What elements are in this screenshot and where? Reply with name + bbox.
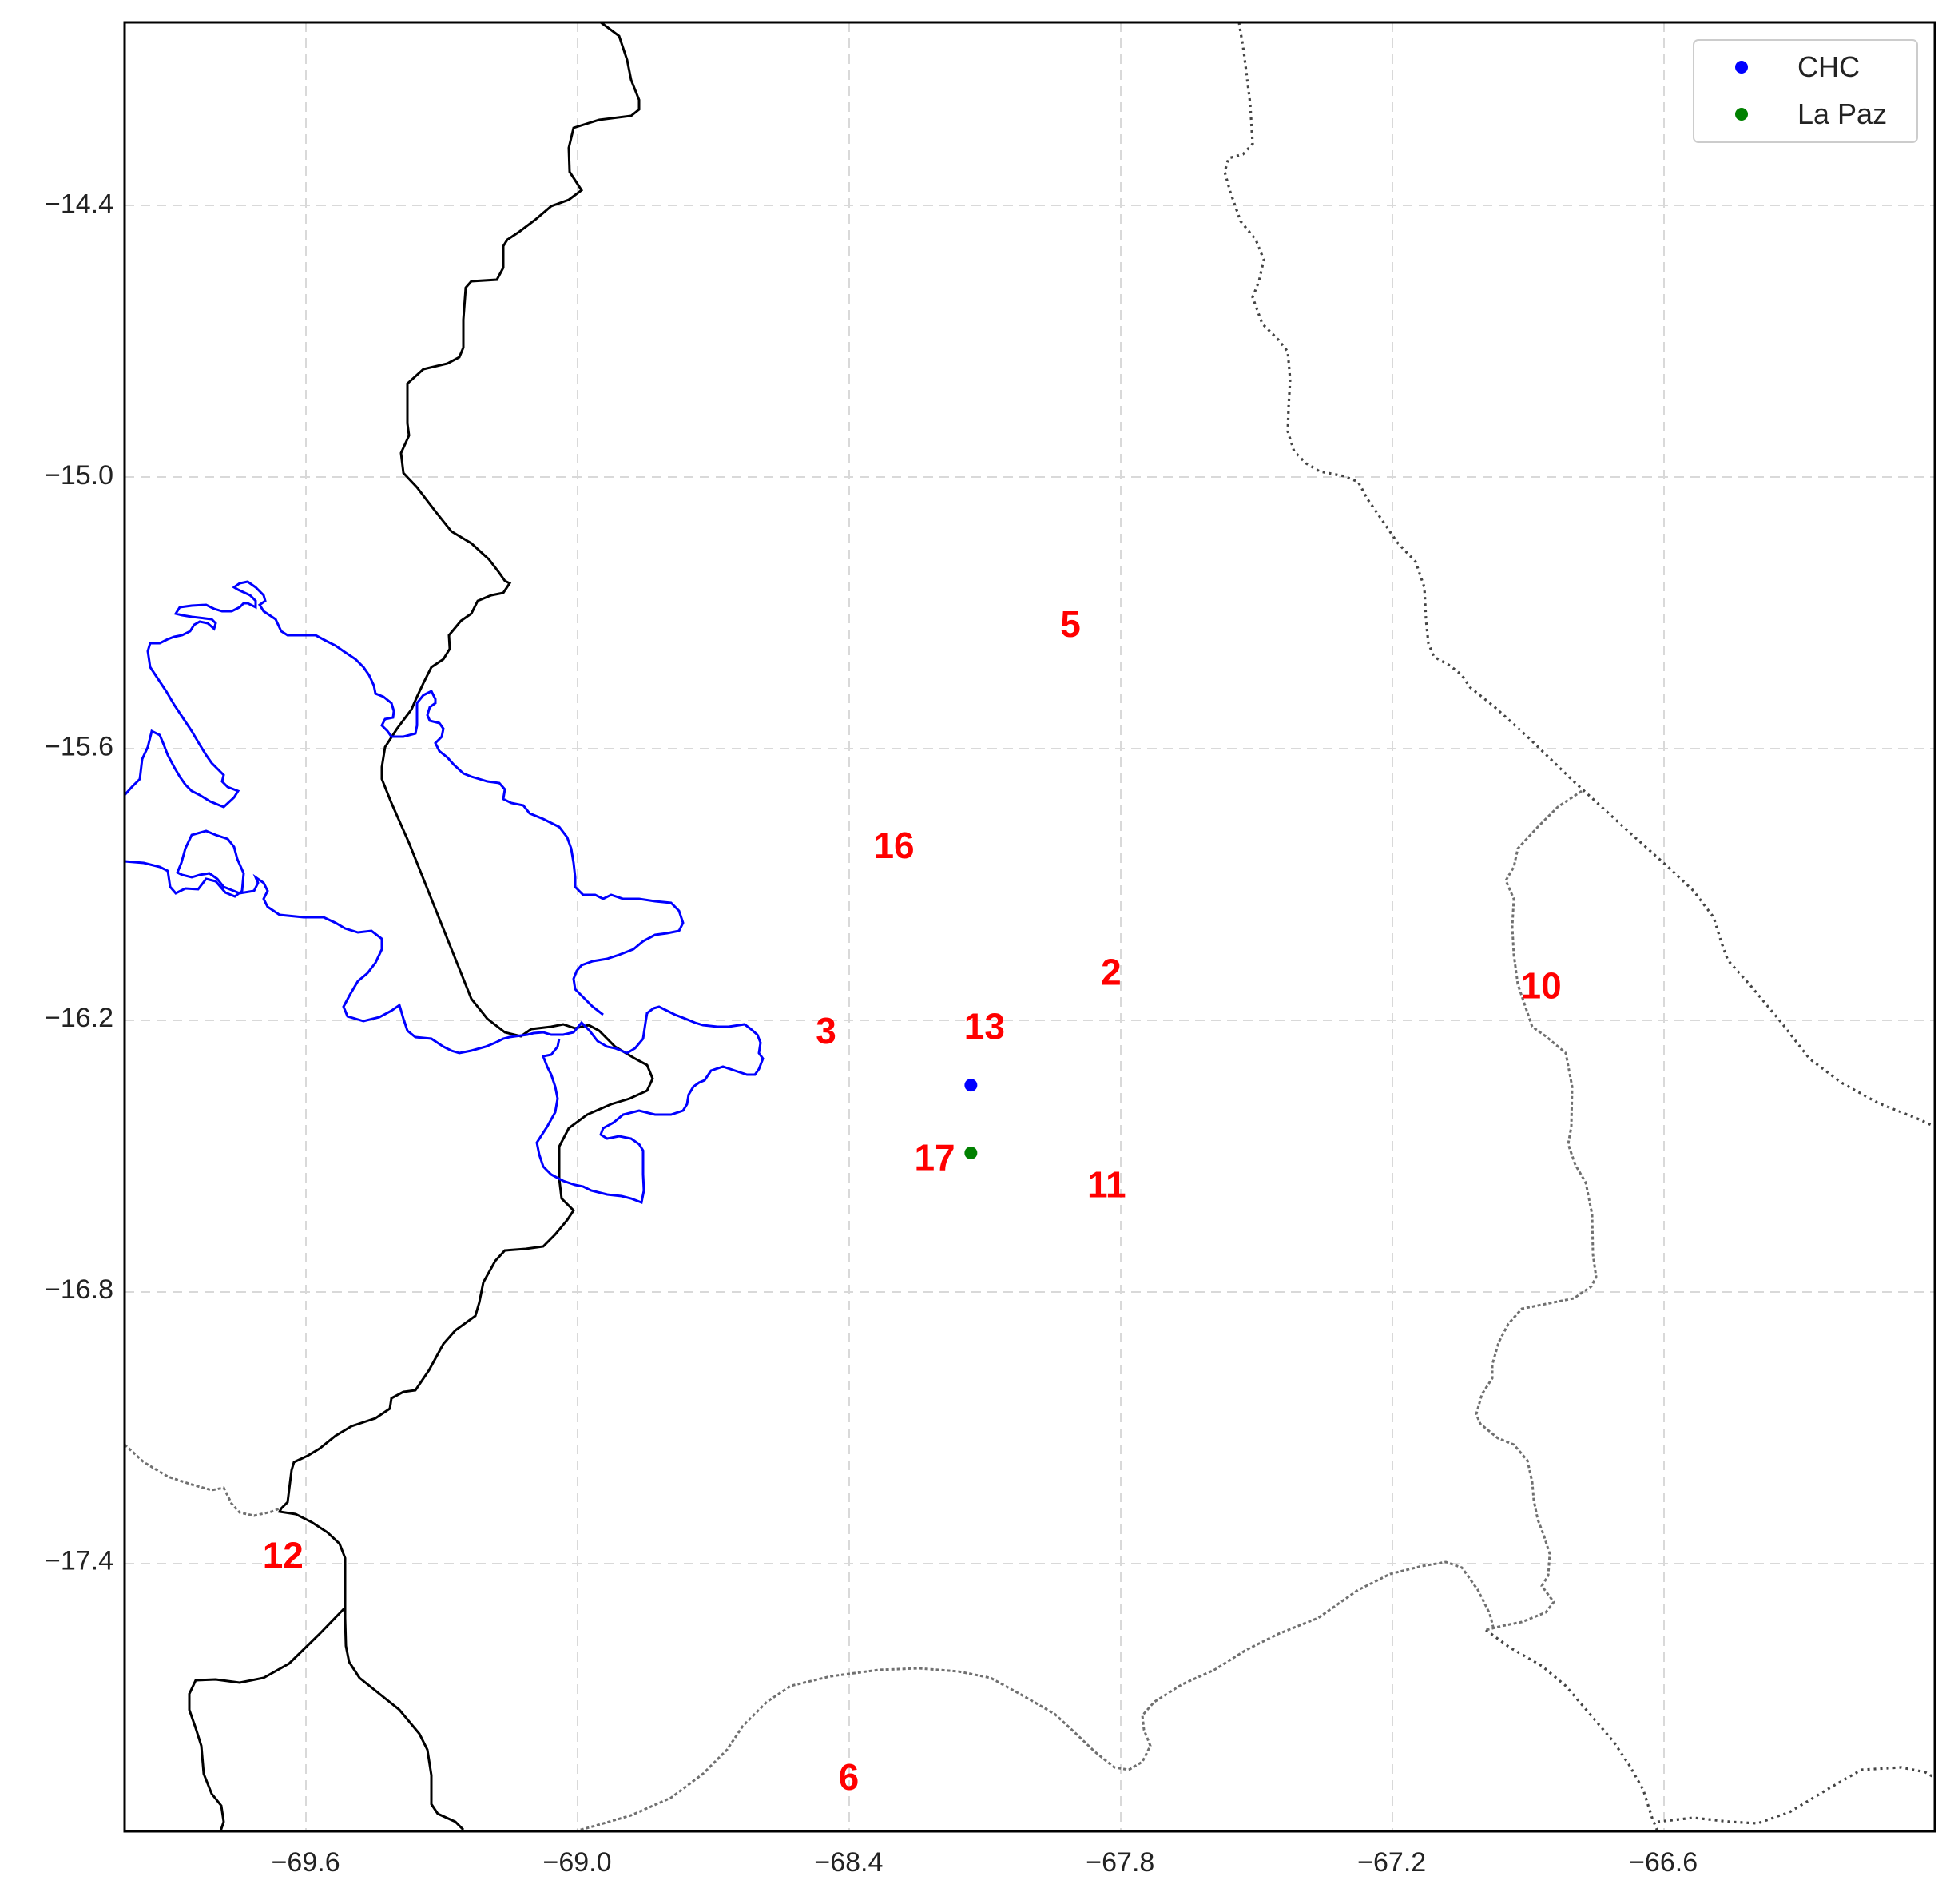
station-label-5: 5 <box>1060 603 1081 645</box>
y-tick-label: −17.4 <box>45 1545 113 1576</box>
lake-shoreline-north <box>123 580 685 1016</box>
legend-marker-chc <box>1735 61 1748 74</box>
department-border-east <box>1223 22 1936 1128</box>
y-tick-label: −15.6 <box>45 732 113 762</box>
station-label-13: 13 <box>964 1006 1005 1047</box>
legend: CHC La Paz <box>1693 39 1918 143</box>
station-label-2: 2 <box>1101 952 1122 993</box>
grid-lines <box>125 22 1935 1831</box>
station-label-17: 17 <box>914 1137 955 1179</box>
station-label-12: 12 <box>263 1535 304 1576</box>
y-tick-label: −16.8 <box>45 1274 113 1305</box>
x-tick-label: −67.2 <box>1357 1847 1426 1878</box>
y-tick-label: −15.0 <box>45 460 113 491</box>
station-label-10: 10 <box>1521 965 1562 1007</box>
x-tick-label: −67.8 <box>1086 1847 1154 1878</box>
x-tick-label: −69.6 <box>272 1847 340 1878</box>
legend-label-chc: CHC <box>1797 50 1860 83</box>
x-axis-ticks: −69.6 −69.0 −68.4 −67.8 −67.2 −66.6 <box>272 1847 1698 1878</box>
province-border-central <box>1475 789 1598 1632</box>
province-border-south <box>574 1560 1495 1833</box>
x-tick-label: −69.0 <box>542 1847 611 1878</box>
point-la-paz <box>964 1147 978 1159</box>
scatter-points <box>964 1079 978 1159</box>
x-tick-label: −66.6 <box>1629 1847 1698 1878</box>
station-labels: 5 16 2 10 3 13 17 11 12 6 <box>263 603 1562 1798</box>
y-tick-label: −16.2 <box>45 1003 113 1033</box>
international-border <box>277 21 654 1831</box>
province-border-west <box>123 1443 280 1517</box>
point-chc <box>964 1079 978 1092</box>
station-label-16: 16 <box>873 825 914 866</box>
station-label-3: 3 <box>816 1010 836 1051</box>
station-label-6: 6 <box>839 1756 860 1798</box>
y-axis-ticks: −14.4 −15.0 −15.6 −16.2 −16.8 −17.4 <box>45 189 113 1576</box>
department-border-southeast <box>1657 1766 1936 1825</box>
axes-frame <box>123 21 1936 1833</box>
station-label-11: 11 <box>1087 1164 1126 1206</box>
international-border-southwest <box>188 1606 347 1832</box>
x-tick-label: −68.4 <box>814 1847 883 1878</box>
legend-box <box>1693 39 1918 143</box>
legend-marker-la-paz <box>1735 108 1748 121</box>
legend-label-la-paz: La Paz <box>1797 97 1887 130</box>
lake-shoreline <box>124 829 765 1205</box>
y-tick-label: −14.4 <box>45 189 113 219</box>
